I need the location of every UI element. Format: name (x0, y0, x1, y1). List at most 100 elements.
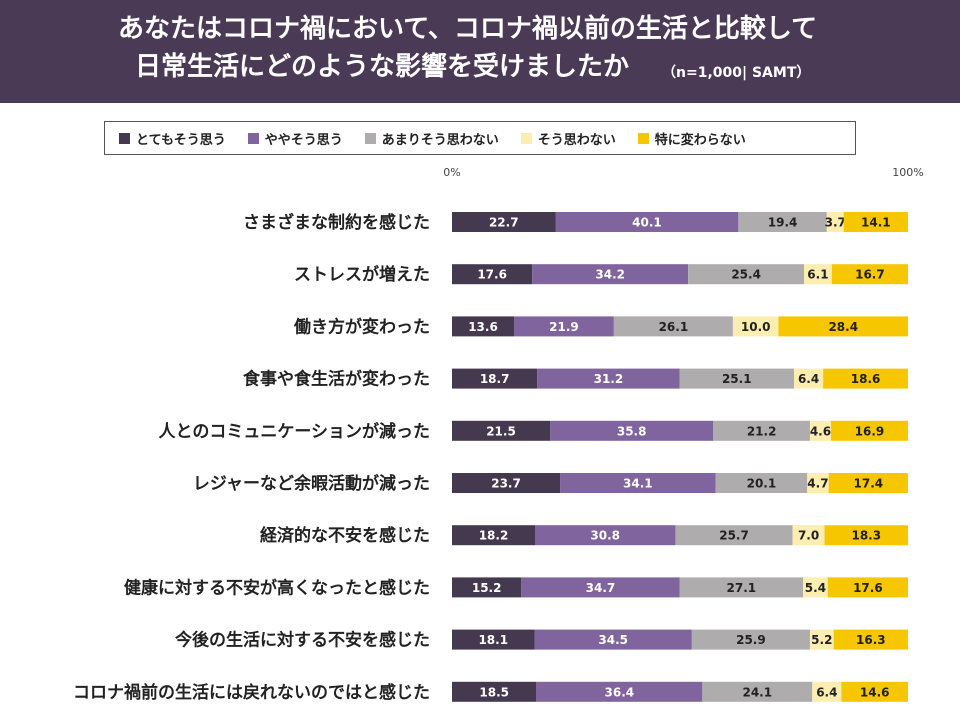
bar-segment (827, 577, 908, 598)
bar-segment (452, 212, 556, 232)
data-label: 10.0 (741, 320, 771, 334)
category-label: レジャーなど余暇活動が減った (193, 473, 430, 494)
bar-segment (803, 577, 828, 598)
bar-segment (521, 577, 680, 598)
bar-segment (675, 525, 793, 546)
data-label: 14.6 (860, 685, 890, 699)
bar-segment (679, 577, 804, 598)
data-label: 25.9 (736, 633, 766, 647)
bar-segment (452, 525, 535, 546)
chart-title-line2: 日常生活にどのような影響を受けましたか (135, 52, 630, 82)
bar-segment (514, 316, 614, 337)
data-label: 30.8 (590, 529, 620, 543)
data-label: 26.1 (659, 320, 689, 334)
data-label: 18.2 (479, 529, 509, 543)
bar-segment (555, 212, 739, 232)
bar-segment (831, 264, 908, 285)
legend-label-5: 特に変わらない (654, 132, 746, 148)
bar-segment (688, 264, 805, 285)
category-label: ストレスが増えた (294, 264, 430, 285)
bar-segment (534, 525, 676, 546)
bar-segment (841, 681, 908, 702)
data-label: 35.8 (617, 424, 647, 438)
bar-segment (823, 368, 908, 389)
data-label: 25.7 (719, 529, 749, 543)
legend-swatch-5 (637, 132, 649, 144)
data-label: 14.1 (861, 216, 891, 230)
data-label: 16.3 (856, 633, 886, 647)
bar-segment (713, 420, 810, 441)
legend-label-1: とてもそう思う (136, 132, 226, 148)
bar-segment (452, 420, 551, 441)
data-label: 17.4 (854, 477, 884, 491)
data-label: 34.1 (623, 477, 653, 491)
legend-item-4: そう思わない (520, 129, 616, 148)
data-label: 34.2 (595, 268, 625, 282)
data-label: 18.6 (851, 372, 881, 386)
bar-segment (833, 629, 908, 650)
data-label: 34.7 (586, 581, 616, 595)
bar-segment (738, 212, 827, 232)
bar-segment (778, 316, 908, 337)
data-label: 6.4 (816, 685, 837, 699)
data-label: 36.4 (605, 685, 635, 699)
bar-segment (452, 681, 537, 702)
legend-swatch-2 (247, 132, 259, 144)
category-label: 今後の生活に対する不安を感じた (175, 630, 430, 651)
bar-segment (830, 420, 908, 441)
data-label: 7.0 (798, 529, 819, 543)
category-label: さまざまな制約を感じた (243, 212, 430, 233)
data-label: 18.3 (851, 529, 881, 543)
title-banner: あなたはコロナ禍において、コロナ禍以前の生活と比較して 日常生活にどのような影響… (0, 0, 960, 103)
legend-item-2: ややそう思う (247, 129, 343, 148)
bar-segment (452, 264, 533, 285)
category-label: コロナ禍前の生活には戻れないのではと感じた (73, 682, 430, 703)
data-label: 21.2 (747, 424, 777, 438)
category-label: 人とのコミュニケーションが減った (159, 421, 431, 442)
bar-segment (452, 629, 535, 650)
bar-segment (537, 368, 680, 389)
data-label: 17.6 (477, 268, 507, 282)
chart-subtitle: （n=1,000| SAMT） (662, 65, 811, 81)
data-label: 18.1 (478, 633, 508, 647)
bar-segment (452, 316, 515, 337)
bar-segment (452, 473, 561, 493)
category-label: 食事や食生活が変わった (243, 369, 430, 390)
data-label: 21.9 (549, 320, 579, 334)
data-label: 23.7 (491, 477, 521, 491)
axis-max-label: 100% (892, 166, 923, 179)
bar-segment (826, 212, 844, 232)
data-label: 18.5 (479, 685, 509, 699)
bar-segment (715, 473, 808, 493)
legend-item-3: あまりそう思わない (364, 129, 499, 148)
data-label: 21.5 (486, 424, 516, 438)
data-label: 16.7 (855, 268, 885, 282)
legend-swatch-3 (364, 132, 376, 144)
data-label: 6.4 (798, 372, 819, 386)
bar-segment (843, 212, 908, 232)
chart-title-line1: あなたはコロナ禍において、コロナ禍以前の生活と比較して (118, 14, 818, 44)
bar-segment (828, 473, 908, 493)
bar-segment (824, 525, 908, 546)
bar-segment (807, 473, 829, 493)
bar-segment (536, 681, 703, 702)
bar-segment (732, 316, 779, 337)
bar-segment (534, 629, 692, 650)
data-label: 28.4 (828, 320, 858, 334)
data-label: 27.1 (727, 581, 757, 595)
data-label: 24.1 (742, 685, 772, 699)
bar-segment (794, 368, 824, 389)
bar-segment (532, 264, 689, 285)
legend-item-1: とてもそう思う (119, 129, 226, 148)
chart-legend: とてもそう思う ややそう思う あまりそう思わない そう思わない 特に変わらない (104, 121, 856, 155)
category-label: 健康に対する不安が高くなったと感じた (124, 577, 430, 598)
data-label: 5.4 (805, 581, 826, 595)
bar-segment (452, 577, 522, 598)
bar-segment (560, 473, 716, 493)
legend-swatch-4 (520, 132, 532, 144)
data-label: 20.1 (747, 477, 777, 491)
bar-segment (691, 629, 810, 650)
bar-segment (613, 316, 733, 337)
data-label: 5.2 (811, 633, 832, 647)
